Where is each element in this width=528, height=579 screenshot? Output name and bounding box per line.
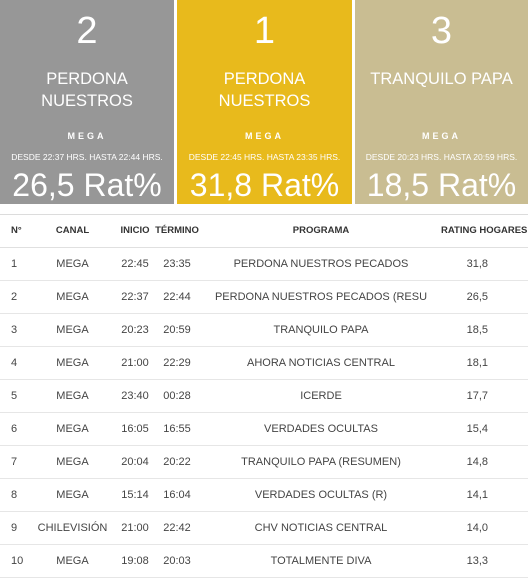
podium-card-third[interactable]: 3 TRANQUILO PAPA MEGA DESDE 20:23 HRS. H… (355, 0, 528, 204)
cell-program: VERDADES OCULTAS (201, 412, 441, 446)
cell-channel: MEGA (28, 544, 117, 578)
ratings-table-container: N° CANAL INICIO TÉRMINO PROGRAMA RATING … (0, 214, 528, 579)
cell-rating: 14,1 (441, 478, 528, 512)
cell-rating: 14,8 (441, 445, 528, 479)
cell-number: 3 (0, 313, 28, 347)
cell-rating: 15,4 (441, 412, 528, 446)
cell-rating: 14,0 (441, 511, 528, 545)
cell-program: AHORA NOTICIAS CENTRAL (201, 346, 441, 380)
rating-value: 26,5 Rat% (12, 167, 162, 203)
cell-rating: 18,5 (441, 313, 528, 347)
table-row[interactable]: 7 MEGA 20:04 20:22 TRANQUILO PAPA (RESUMEN) 1… (0, 445, 528, 479)
cell-start: 21:00 (117, 511, 153, 545)
cell-channel: MEGA (28, 445, 117, 479)
cell-end: 20:03 (153, 544, 201, 578)
cell-channel: MEGA (28, 379, 117, 413)
header-number: N° (0, 215, 28, 248)
cell-start: 16:05 (117, 412, 153, 446)
cell-rating: 26,5 (441, 280, 528, 314)
rating-value: 31,8 Rat% (189, 167, 340, 203)
cell-start: 21:00 (117, 346, 153, 380)
cell-channel: CHILEVISIÓN (28, 511, 117, 545)
header-start: INICIO (117, 215, 153, 248)
cell-number: 7 (0, 445, 28, 479)
cell-program: VERDADES OCULTAS (R) (201, 478, 441, 512)
time-range: DESDE 22:45 HRS. HASTA 23:35 HRS. (188, 152, 341, 162)
header-program: PROGRAMA (201, 215, 441, 248)
cell-start: 23:40 (117, 379, 153, 413)
cell-end: 22:29 (153, 346, 201, 380)
time-range: DESDE 22:37 HRS. HASTA 22:44 HRS. (11, 152, 163, 162)
cell-number: 4 (0, 346, 28, 380)
channel-name: MEGA (422, 131, 461, 141)
cell-end: 00:28 (153, 379, 201, 413)
cell-program: ICERDE (201, 379, 441, 413)
cell-number: 1 (0, 247, 28, 281)
cell-start: 20:23 (117, 313, 153, 347)
cell-channel: MEGA (28, 280, 117, 314)
cell-end: 20:59 (153, 313, 201, 347)
channel-name: MEGA (67, 131, 107, 141)
table-row[interactable]: 9 CHILEVISIÓN 21:00 22:42 CHV NOTICIAS CENTR… (0, 511, 528, 545)
cell-number: 5 (0, 379, 28, 413)
time-range: DESDE 20:23 HRS. HASTA 20:59 HRS. (365, 152, 518, 162)
cell-end: 22:44 (153, 280, 201, 314)
cell-program: PERDONA NUESTROS PECADOS (RESU (201, 280, 441, 314)
cell-program: CHV NOTICIAS CENTRAL (201, 511, 441, 545)
cell-start: 15:14 (117, 478, 153, 512)
cell-end: 23:35 (153, 247, 201, 281)
cell-number: 2 (0, 280, 28, 314)
cell-start: 22:45 (117, 247, 153, 281)
cell-channel: MEGA (28, 346, 117, 380)
rank-number: 3 (430, 10, 453, 52)
cell-channel: MEGA (28, 478, 117, 512)
program-title: PERDONA NUESTROS PECADOS (RESU (41, 70, 133, 110)
cell-program: TOTALMENTE DIVA (201, 544, 441, 578)
table-row[interactable]: 6 MEGA 16:05 16:55 VERDADES OCULTAS 15,4 (0, 412, 528, 446)
podium-card-second[interactable]: 2 PERDONA NUESTROS PECADOS (RESU MEGA DE… (0, 0, 174, 204)
table-row[interactable]: 1 MEGA 22:45 23:35 PERDONA NUESTROS PECADOS 3… (0, 247, 528, 281)
cell-rating: 17,7 (441, 379, 528, 413)
podium-card-first[interactable]: 1 PERDONA NUESTROS PECADOS MEGA DESDE 22… (177, 0, 352, 204)
cell-end: 22:42 (153, 511, 201, 545)
cell-program: PERDONA NUESTROS PECADOS (201, 247, 441, 281)
cell-start: 19:08 (117, 544, 153, 578)
cell-rating: 31,8 (441, 247, 528, 281)
cell-number: 6 (0, 412, 28, 446)
header-channel: CANAL (28, 215, 117, 248)
cell-program: TRANQUILO PAPA (RESUMEN) (201, 445, 441, 479)
program-title: TRANQUILO PAPA (370, 70, 513, 88)
cell-program: TRANQUILO PAPA (201, 313, 441, 347)
cell-end: 20:22 (153, 445, 201, 479)
table-header-row: N° CANAL INICIO TÉRMINO PROGRAMA RATING … (0, 215, 528, 248)
cell-number: 10 (0, 544, 28, 578)
cell-rating: 13,3 (441, 544, 528, 578)
table-row[interactable]: 5 MEGA 23:40 00:28 ICERDE 17,7 (0, 379, 528, 413)
table-row[interactable]: 2 MEGA 22:37 22:44 PERDONA NUESTROS PECADOS … (0, 280, 528, 314)
cell-end: 16:55 (153, 412, 201, 446)
cell-end: 16:04 (153, 478, 201, 512)
cell-channel: MEGA (28, 247, 117, 281)
cell-channel: MEGA (28, 313, 117, 347)
ratings-table: N° CANAL INICIO TÉRMINO PROGRAMA RATING … (0, 215, 528, 578)
rating-value: 18,5 Rat% (366, 167, 517, 203)
cell-start: 20:04 (117, 445, 153, 479)
header-end: TÉRMINO (153, 215, 201, 248)
cell-start: 22:37 (117, 280, 153, 314)
podium: 2 PERDONA NUESTROS PECADOS (RESU MEGA DE… (0, 0, 528, 204)
cell-channel: MEGA (28, 412, 117, 446)
rank-number: 2 (76, 10, 98, 52)
rank-number: 1 (253, 10, 276, 52)
cell-number: 9 (0, 511, 28, 545)
program-title: PERDONA NUESTROS PECADOS (218, 70, 311, 110)
cell-rating: 18,1 (441, 346, 528, 380)
cell-number: 8 (0, 478, 28, 512)
table-row[interactable]: 4 MEGA 21:00 22:29 AHORA NOTICIAS CENTRAL 18,… (0, 346, 528, 380)
table-row[interactable]: 3 MEGA 20:23 20:59 TRANQUILO PAPA 18,5 (0, 313, 528, 347)
table-row[interactable]: 8 MEGA 15:14 16:04 VERDADES OCULTAS (R) 14,1 (0, 478, 528, 512)
table-row[interactable]: 10 MEGA 19:08 20:03 TOTALMENTE DIVA 13,3 (0, 544, 528, 578)
header-rating: RATING HOGARES (441, 215, 528, 248)
channel-name: MEGA (245, 131, 284, 141)
